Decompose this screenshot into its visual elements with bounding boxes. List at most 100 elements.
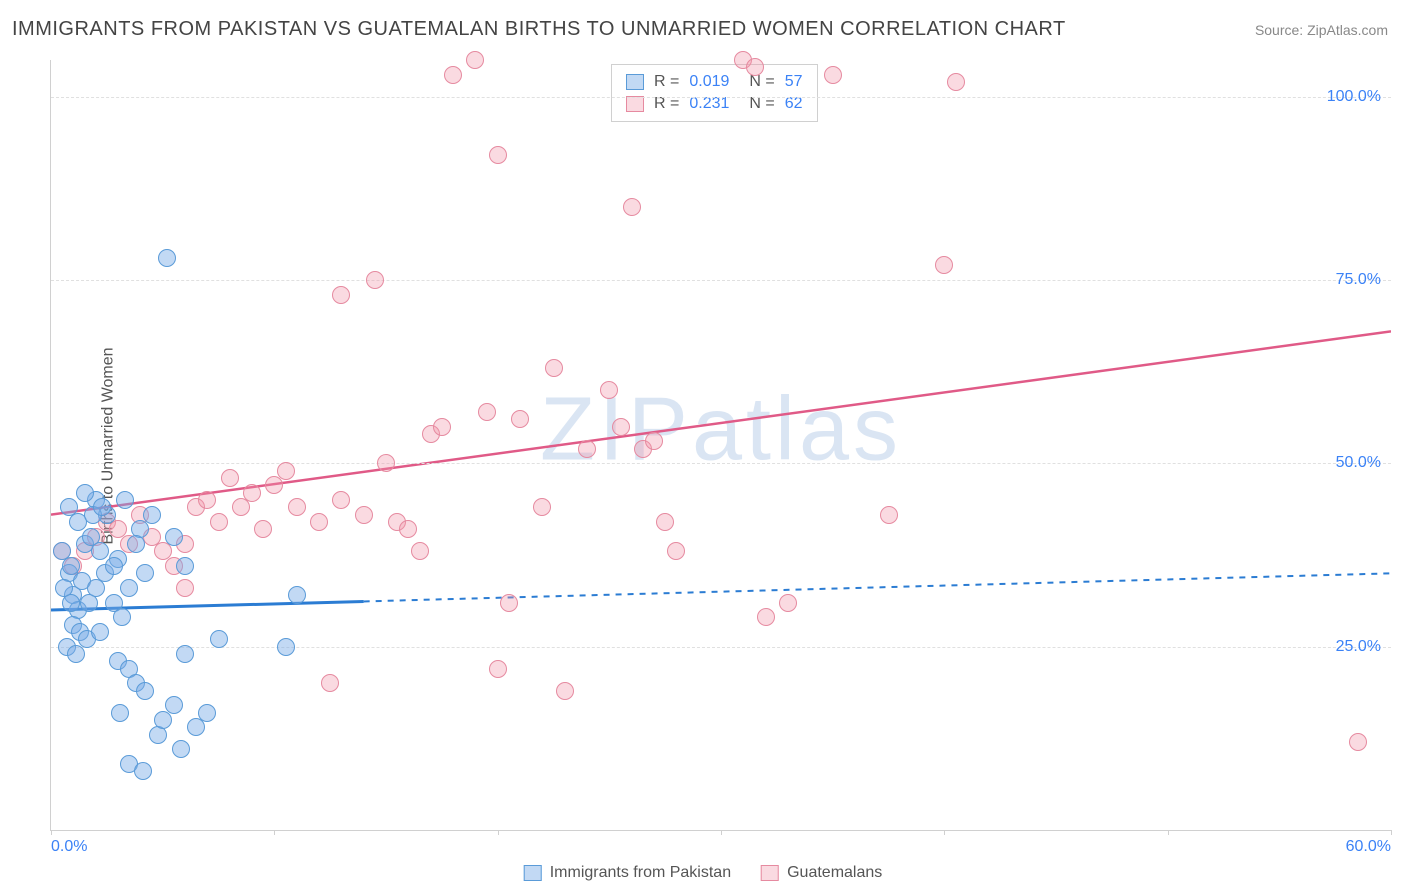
point-series-b [332, 491, 350, 509]
swatch-series-a [626, 74, 644, 90]
point-series-a [136, 682, 154, 700]
watermark: ZIPatlas [540, 378, 902, 481]
point-series-b [623, 198, 641, 216]
point-series-a [136, 564, 154, 582]
point-series-a [91, 542, 109, 560]
point-series-b [232, 498, 250, 516]
point-series-b [880, 506, 898, 524]
legend-label-a: Immigrants from Pakistan [550, 864, 731, 882]
chart-container: IMMIGRANTS FROM PAKISTAN VS GUATEMALAN B… [0, 0, 1406, 892]
x-tick [721, 830, 722, 835]
chart-title: IMMIGRANTS FROM PAKISTAN VS GUATEMALAN B… [12, 18, 1066, 41]
point-series-a [176, 645, 194, 663]
point-series-a [172, 740, 190, 758]
point-series-b [433, 418, 451, 436]
y-tick-label: 25.0% [1336, 638, 1381, 656]
source-label: Source: ZipAtlas.com [1255, 22, 1388, 38]
point-series-b [545, 359, 563, 377]
point-series-b [746, 58, 764, 76]
point-series-b [277, 462, 295, 480]
point-series-b [478, 403, 496, 421]
grid-line [51, 463, 1391, 464]
legend-label-b: Guatemalans [787, 864, 882, 882]
point-series-a [111, 704, 129, 722]
point-series-a [76, 484, 94, 502]
point-series-b [210, 513, 228, 531]
point-series-a [154, 711, 172, 729]
swatch-series-b [761, 865, 779, 881]
point-series-b [600, 381, 618, 399]
x-tick-label: 60.0% [1346, 838, 1391, 856]
stats-r-label: R = [654, 95, 679, 113]
point-series-b [489, 660, 507, 678]
point-series-b [500, 594, 518, 612]
trend-lines-svg [51, 60, 1391, 830]
x-tick [274, 830, 275, 835]
point-series-a [60, 498, 78, 516]
point-series-a [67, 645, 85, 663]
point-series-b [176, 579, 194, 597]
point-series-a [93, 498, 111, 516]
swatch-series-b [626, 96, 644, 112]
point-series-b [556, 682, 574, 700]
stats-a-r: 0.019 [689, 73, 729, 91]
point-series-b [221, 469, 239, 487]
stats-b-n: 62 [785, 95, 803, 113]
stats-b-r: 0.231 [689, 95, 729, 113]
point-series-b [533, 498, 551, 516]
stats-r-label: R = [654, 73, 679, 91]
point-series-a [288, 586, 306, 604]
point-series-b [366, 271, 384, 289]
point-series-a [158, 249, 176, 267]
point-series-b [243, 484, 261, 502]
point-series-a [210, 630, 228, 648]
grid-line [51, 97, 1391, 98]
point-series-a [105, 557, 123, 575]
point-series-a [116, 491, 134, 509]
point-series-a [134, 762, 152, 780]
y-tick-label: 75.0% [1336, 271, 1381, 289]
point-series-b [489, 146, 507, 164]
stats-a-n: 57 [785, 73, 803, 91]
point-series-b [265, 476, 283, 494]
x-tick [1391, 830, 1392, 835]
y-tick-label: 100.0% [1327, 88, 1381, 106]
point-series-a [176, 557, 194, 575]
x-tick [1168, 830, 1169, 835]
point-series-b [377, 454, 395, 472]
point-series-a [91, 623, 109, 641]
point-series-b [1349, 733, 1367, 751]
stats-n-label: N = [749, 95, 774, 113]
x-tick [498, 830, 499, 835]
point-series-b [411, 542, 429, 560]
point-series-b [667, 542, 685, 560]
swatch-series-a [524, 865, 542, 881]
point-series-b [935, 256, 953, 274]
point-series-b [656, 513, 674, 531]
point-series-b [399, 520, 417, 538]
point-series-b [198, 491, 216, 509]
stats-row-a: R = 0.019 N = 57 [626, 71, 803, 93]
point-series-b [466, 51, 484, 69]
point-series-a [165, 528, 183, 546]
x-tick [944, 830, 945, 835]
point-series-b [947, 73, 965, 91]
point-series-a [187, 718, 205, 736]
point-series-b [645, 432, 663, 450]
legend: Immigrants from Pakistan Guatemalans [524, 864, 883, 882]
point-series-b [332, 286, 350, 304]
plot-area: ZIPatlas R = 0.019 N = 57 R = 0.231 N = … [50, 60, 1391, 831]
y-tick-label: 50.0% [1336, 454, 1381, 472]
legend-item-b: Guatemalans [761, 864, 882, 882]
point-series-b [254, 520, 272, 538]
point-series-a [277, 638, 295, 656]
grid-line [51, 647, 1391, 648]
point-series-a [62, 594, 80, 612]
point-series-b [779, 594, 797, 612]
point-series-a [143, 506, 161, 524]
grid-line [51, 280, 1391, 281]
point-series-b [444, 66, 462, 84]
point-series-a [113, 608, 131, 626]
point-series-a [120, 579, 138, 597]
point-series-b [824, 66, 842, 84]
